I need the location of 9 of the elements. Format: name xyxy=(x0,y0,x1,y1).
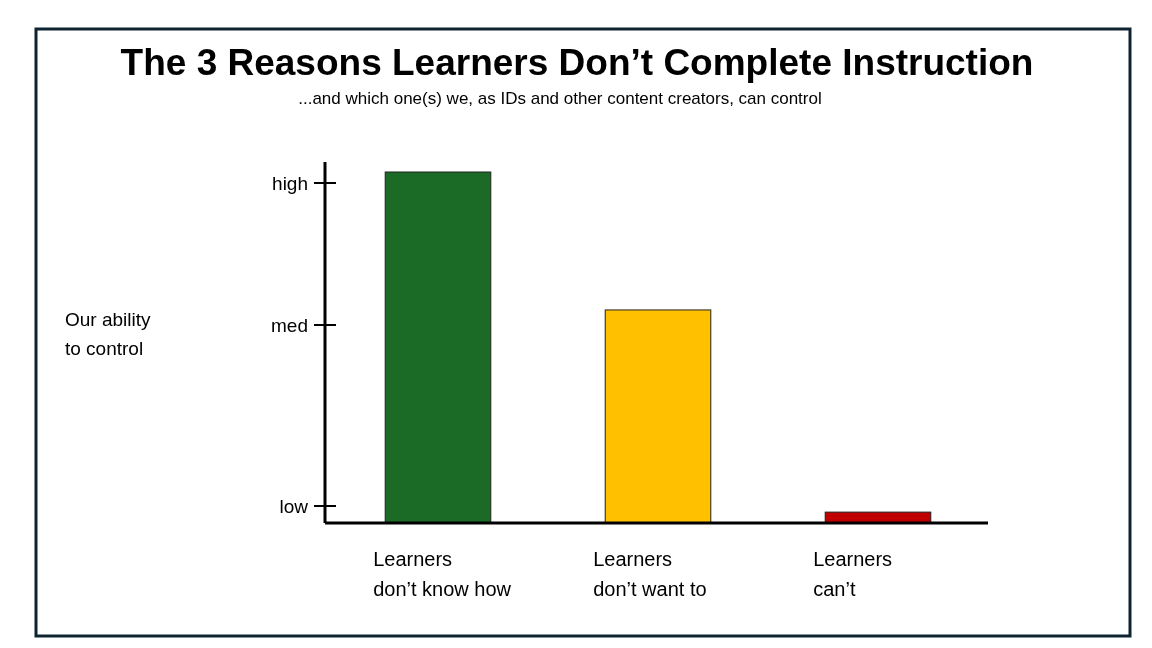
chart-title: The 3 Reasons Learners Don’t Complete Instruction xyxy=(120,42,1034,83)
x-tick-label: Learners don’t want to xyxy=(593,548,707,600)
scale-label: low xyxy=(279,495,337,517)
chart-subtitle: ...and which one(s) we, as IDs and other content creators, can control xyxy=(298,89,822,108)
scale-label: med xyxy=(271,314,337,336)
text: Our ability to control xyxy=(65,309,152,359)
x-tick-label: Learners can’t xyxy=(813,548,893,600)
x-tick-label: Learners don’t know how xyxy=(373,548,512,600)
scale-label: high xyxy=(272,172,337,194)
